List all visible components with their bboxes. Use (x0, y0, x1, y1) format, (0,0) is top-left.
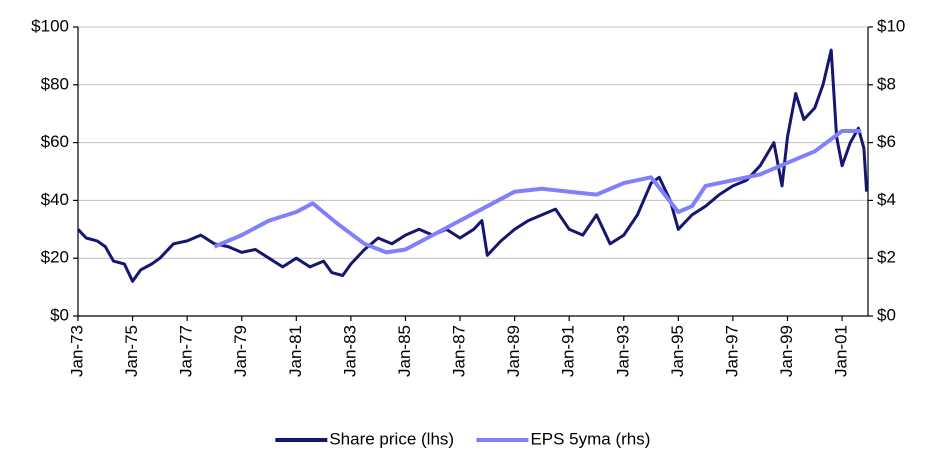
y-tick-label: $40 (41, 190, 69, 209)
legend-label: Share price (lhs) (329, 429, 454, 448)
y-tick-label: $100 (31, 16, 69, 35)
legend-label: EPS 5yma (rhs) (530, 429, 650, 448)
y2-tick-label: $6 (877, 132, 896, 151)
x-tick-label: Jan-79 (231, 325, 250, 377)
x-tick-label: Jan-73 (67, 325, 86, 377)
y-tick-label: $20 (41, 248, 69, 267)
y-tick-label: $80 (41, 74, 69, 93)
x-tick-label: Jan-97 (722, 325, 741, 377)
x-tick-label: Jan-91 (559, 325, 578, 377)
y2-tick-label: $0 (877, 305, 896, 324)
x-tick-label: Jan-87 (450, 325, 469, 377)
x-tick-label: Jan-89 (504, 325, 523, 377)
y2-tick-label: $10 (877, 16, 905, 35)
series-line (213, 129, 862, 255)
x-tick-label: Jan-99 (777, 325, 796, 377)
x-tick-label: Jan-93 (613, 325, 632, 377)
x-tick-label: Jan-75 (122, 325, 141, 377)
y2-tick-label: $8 (877, 74, 896, 93)
x-tick-label: Jan-81 (286, 325, 305, 377)
y-tick-label: $0 (50, 305, 69, 324)
y2-tick-label: $4 (877, 190, 896, 209)
x-tick-label: Jan-85 (395, 325, 414, 377)
x-tick-label: Jan-83 (340, 325, 359, 377)
y2-tick-label: $2 (877, 248, 896, 267)
y-tick-label: $60 (41, 132, 69, 151)
x-tick-label: Jan-01 (832, 325, 851, 377)
x-tick-label: Jan-95 (668, 325, 687, 377)
x-tick-label: Jan-77 (177, 325, 196, 377)
series-line (76, 48, 869, 283)
